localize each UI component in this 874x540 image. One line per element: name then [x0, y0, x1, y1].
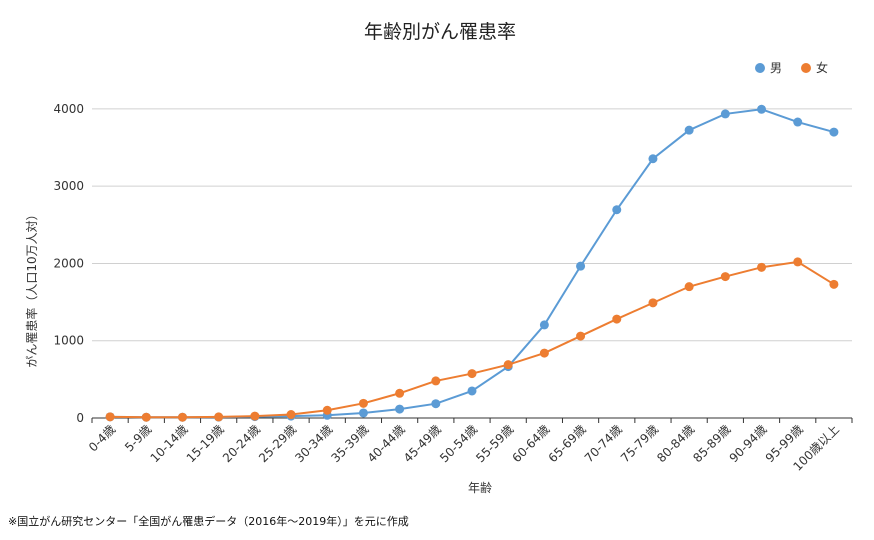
data-point — [684, 125, 694, 135]
data-point — [539, 348, 549, 358]
x-tick-label: 5-9歳 — [122, 422, 154, 454]
data-point — [467, 369, 477, 379]
legend: 男女 — [755, 60, 828, 75]
data-point — [576, 331, 586, 341]
data-point — [829, 279, 839, 289]
x-tick-label: 20-24歳 — [220, 422, 263, 465]
legend-label: 男 — [770, 61, 782, 75]
data-point — [648, 154, 658, 164]
y-tick-label: 3000 — [53, 179, 84, 193]
x-tick-label: 0-4歳 — [86, 422, 118, 454]
y-tick-label: 2000 — [53, 256, 84, 270]
legend-label: 女 — [816, 60, 828, 75]
data-point — [757, 262, 767, 272]
x-tick-label: 65-69歳 — [546, 422, 589, 465]
data-point — [358, 408, 368, 418]
legend-marker — [755, 63, 765, 73]
gridlines — [92, 108, 852, 342]
data-point — [467, 386, 477, 396]
legend-marker — [801, 63, 811, 73]
data-point — [431, 376, 441, 386]
x-tick-label: 50-54歳 — [437, 422, 480, 465]
x-tick-label: 35-39歳 — [329, 422, 372, 465]
data-point — [105, 412, 115, 422]
chart-title: 年齢別がん罹患率 — [364, 21, 516, 43]
data-point — [358, 398, 368, 408]
x-tick-label: 40-44歳 — [365, 422, 408, 465]
y-axis-ticks: 0 1000 2000 3000 4000 — [53, 102, 84, 425]
series-layer — [105, 104, 839, 422]
x-tick-label: 30-34歳 — [292, 422, 335, 465]
data-point — [829, 127, 839, 137]
data-point — [612, 314, 622, 324]
series-1 — [105, 257, 839, 422]
x-tick-label: 45-49歳 — [401, 422, 444, 465]
data-point — [612, 205, 622, 215]
data-point — [395, 404, 405, 414]
data-point — [503, 360, 513, 370]
data-point — [576, 261, 586, 271]
source-note: ※国立がん研究センター「全国がん罹患データ（2016年〜2019年）」を元に作成 — [8, 515, 409, 528]
data-point — [250, 411, 260, 421]
y-axis-label: がん罹患率（人口10万人対） — [24, 208, 39, 367]
x-tick-label: 25-29歳 — [256, 422, 299, 465]
x-tick-label: 75-79歳 — [618, 422, 661, 465]
data-point — [431, 399, 441, 409]
data-point — [720, 272, 730, 282]
x-axis-ticks: 0-4歳 5-9歳10-14歳15-19歳20-24歳25-29歳30-34歳35… — [86, 418, 853, 474]
x-tick-label: 90-94歳 — [727, 422, 770, 465]
data-point — [214, 412, 224, 422]
x-tick-label: 60-64歳 — [509, 422, 552, 465]
x-axis-label: 年齢 — [468, 480, 492, 495]
data-point — [177, 412, 187, 422]
data-point — [141, 412, 151, 422]
x-tick-label: 55-59歳 — [473, 422, 516, 465]
data-point — [648, 298, 658, 308]
y-tick-label: 0 — [76, 411, 84, 425]
data-point — [539, 320, 549, 330]
x-tick-label: 70-74歳 — [582, 422, 625, 465]
y-tick-label: 1000 — [53, 334, 84, 348]
data-point — [684, 282, 694, 292]
x-tick-label: 15-19歳 — [184, 422, 227, 465]
x-tick-label: 85-89歳 — [690, 422, 733, 465]
data-point — [793, 257, 803, 267]
data-point — [720, 109, 730, 119]
data-point — [757, 104, 767, 114]
y-tick-label: 4000 — [53, 102, 84, 116]
data-point — [793, 117, 803, 127]
x-tick-label: 80-84歳 — [654, 422, 697, 465]
data-point — [395, 388, 405, 398]
data-point — [322, 405, 332, 415]
x-tick-label: 10-14歳 — [148, 422, 191, 465]
data-point — [286, 410, 296, 420]
